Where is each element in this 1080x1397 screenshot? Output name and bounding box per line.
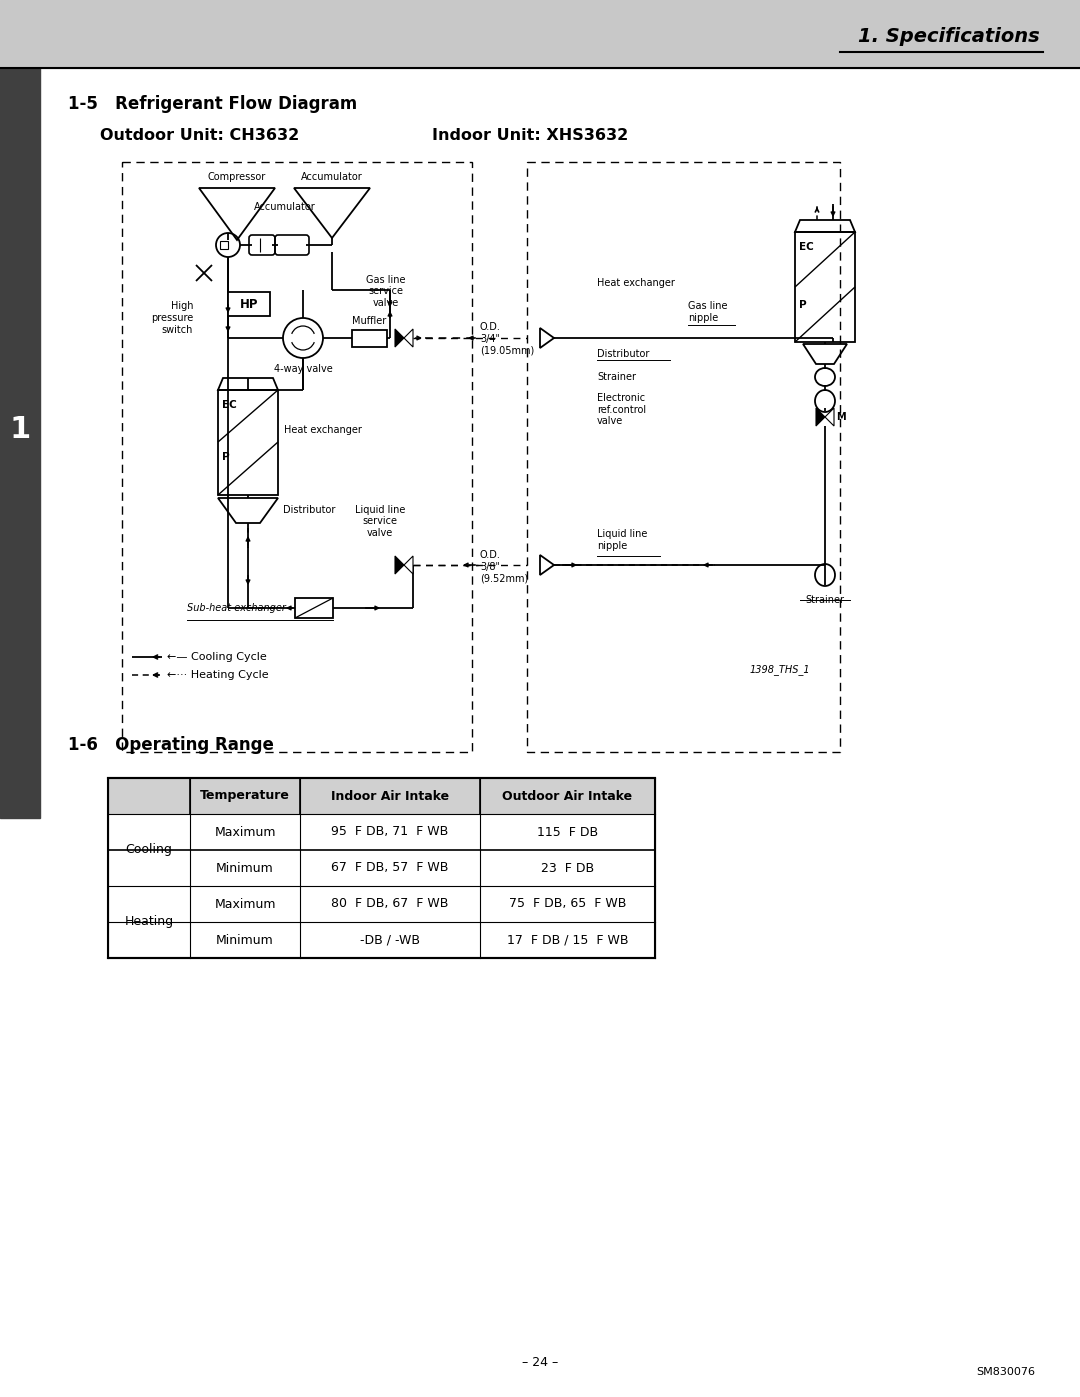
Bar: [0, 0, 1080, 68]
Text: Outdoor Unit: CH3632: Outdoor Unit: CH3632: [100, 129, 299, 144]
Text: EC: EC: [222, 400, 237, 409]
Bar: [108, 778, 654, 814]
Text: Indoor Air Intake: Indoor Air Intake: [330, 789, 449, 802]
Text: M: M: [836, 412, 846, 422]
Text: P: P: [222, 453, 230, 462]
Text: EC: EC: [799, 242, 813, 251]
Polygon shape: [395, 556, 404, 574]
Text: 1. Specifications: 1. Specifications: [859, 27, 1040, 46]
Bar: [795, 232, 855, 342]
Text: O.D.
3/8"
(9.52mm): O.D. 3/8" (9.52mm): [480, 550, 528, 583]
Text: ←··· Heating Cycle: ←··· Heating Cycle: [167, 671, 269, 680]
Text: 80  F DB, 67  F WB: 80 F DB, 67 F WB: [332, 897, 448, 911]
Text: Minimum: Minimum: [216, 933, 274, 947]
Text: Muffler: Muffler: [352, 316, 387, 326]
Bar: [527, 162, 840, 752]
Text: ←— Cooling Cycle: ←— Cooling Cycle: [167, 652, 267, 662]
Text: Sub-heat exchanger: Sub-heat exchanger: [187, 604, 286, 613]
Text: Liquid line
service
valve: Liquid line service valve: [355, 504, 405, 538]
Text: Heating: Heating: [124, 915, 174, 929]
Text: Outdoor Air Intake: Outdoor Air Intake: [502, 789, 633, 802]
Text: 4-way valve: 4-way valve: [273, 365, 333, 374]
Text: 1-6   Operating Range: 1-6 Operating Range: [68, 736, 274, 754]
Text: 75  F DB, 65  F WB: 75 F DB, 65 F WB: [509, 897, 626, 911]
Text: Minimum: Minimum: [216, 862, 274, 875]
Bar: [218, 390, 278, 495]
Text: -DB / -WB: -DB / -WB: [360, 933, 420, 947]
Text: Compressor: Compressor: [207, 172, 266, 182]
Text: Maximum: Maximum: [214, 897, 275, 911]
Text: High
pressure
switch: High pressure switch: [151, 302, 193, 335]
Text: HP: HP: [240, 298, 258, 310]
Bar: [122, 162, 472, 752]
Text: Distributor: Distributor: [283, 504, 336, 515]
Text: Electronic
ref.control
valve: Electronic ref.control valve: [597, 393, 646, 426]
Text: Indoor Unit: XHS3632: Indoor Unit: XHS3632: [432, 129, 629, 144]
Text: Heat exchanger: Heat exchanger: [284, 425, 362, 434]
Bar: [108, 778, 654, 958]
Bar: [228, 292, 270, 316]
Text: 17  F DB / 15  F WB: 17 F DB / 15 F WB: [507, 933, 629, 947]
Text: Temperature: Temperature: [200, 789, 289, 802]
Polygon shape: [816, 408, 825, 426]
Bar: [295, 598, 333, 617]
Text: 1-5   Refrigerant Flow Diagram: 1-5 Refrigerant Flow Diagram: [68, 95, 357, 113]
Text: Cooling: Cooling: [125, 844, 173, 856]
Bar: [220, 242, 228, 249]
Text: Liquid line
nipple: Liquid line nipple: [597, 529, 647, 550]
Text: 1: 1: [10, 415, 30, 444]
Polygon shape: [825, 408, 834, 426]
Text: 95  F DB, 71  F WB: 95 F DB, 71 F WB: [332, 826, 448, 838]
Text: Heat exchanger: Heat exchanger: [597, 278, 675, 288]
Text: Maximum: Maximum: [214, 826, 275, 838]
Bar: [352, 330, 387, 346]
Text: O.D.
3/4"
(19.05mm): O.D. 3/4" (19.05mm): [480, 321, 535, 355]
Text: Accumulator: Accumulator: [301, 172, 363, 182]
Text: P: P: [799, 300, 807, 310]
Text: Distributor: Distributor: [597, 349, 649, 359]
Text: Gas line
service
valve: Gas line service valve: [366, 275, 406, 307]
Text: Strainer: Strainer: [806, 595, 845, 605]
Polygon shape: [395, 330, 404, 346]
Text: 23  F DB: 23 F DB: [541, 862, 594, 875]
Text: 1398_THS_1: 1398_THS_1: [750, 665, 811, 676]
Text: Accumulator: Accumulator: [254, 203, 315, 212]
Bar: [0, 68, 40, 819]
Text: Gas line
nipple: Gas line nipple: [688, 302, 728, 323]
Text: – 24 –: – 24 –: [522, 1355, 558, 1369]
Text: SM830076: SM830076: [976, 1368, 1035, 1377]
Text: 115  F DB: 115 F DB: [537, 826, 598, 838]
Text: Strainer: Strainer: [597, 372, 636, 381]
Text: 67  F DB, 57  F WB: 67 F DB, 57 F WB: [332, 862, 448, 875]
Polygon shape: [404, 556, 413, 574]
Polygon shape: [404, 330, 413, 346]
